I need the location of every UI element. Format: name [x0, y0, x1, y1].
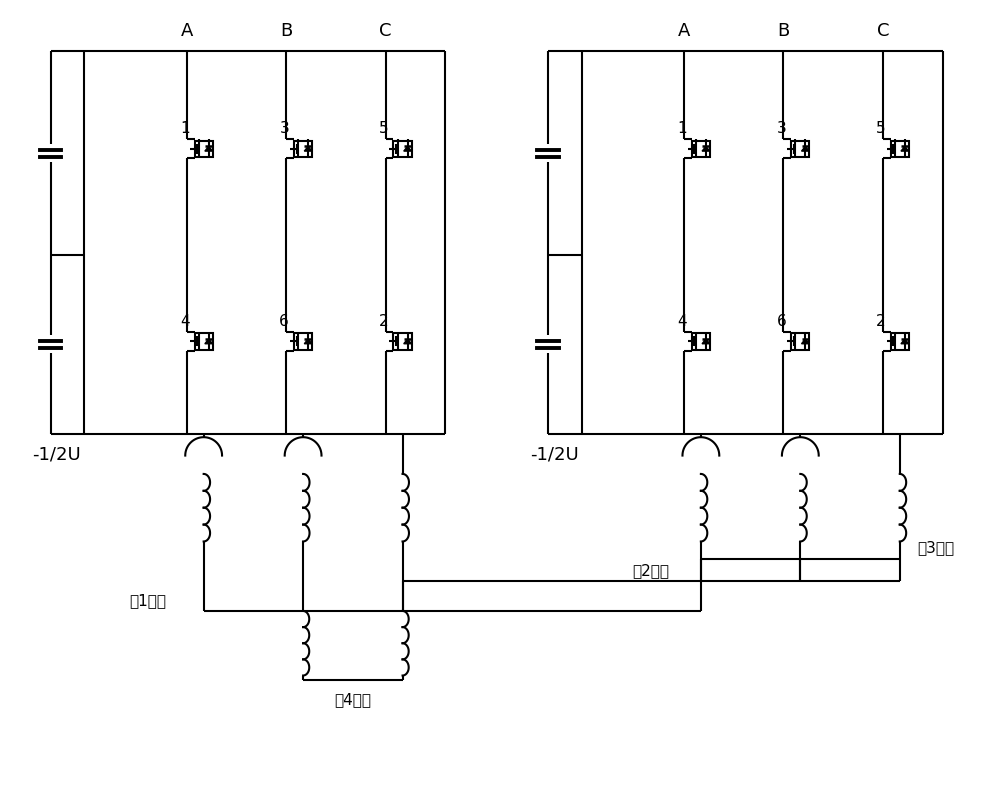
- Text: 第1节点: 第1节点: [129, 593, 166, 608]
- Bar: [692, 140, 710, 157]
- Polygon shape: [893, 149, 895, 151]
- Polygon shape: [802, 147, 809, 151]
- Polygon shape: [197, 149, 199, 151]
- Polygon shape: [304, 339, 312, 344]
- Bar: [294, 140, 312, 157]
- Polygon shape: [304, 147, 312, 151]
- Text: 2: 2: [876, 313, 886, 328]
- Polygon shape: [702, 339, 710, 344]
- Text: 第2节点: 第2节点: [633, 563, 670, 578]
- Text: 3: 3: [279, 121, 289, 136]
- Text: 6: 6: [279, 313, 289, 328]
- Bar: [791, 333, 809, 350]
- Text: B: B: [777, 21, 790, 39]
- Text: 2: 2: [379, 313, 388, 328]
- Bar: [692, 333, 710, 350]
- Polygon shape: [702, 147, 710, 151]
- Polygon shape: [404, 147, 411, 151]
- Text: -1/2U: -1/2U: [530, 446, 579, 464]
- Polygon shape: [205, 147, 213, 151]
- Polygon shape: [297, 342, 298, 344]
- Text: C: C: [877, 21, 889, 39]
- Polygon shape: [396, 149, 398, 151]
- Bar: [891, 140, 909, 157]
- Text: 4: 4: [677, 313, 687, 328]
- Text: 1: 1: [677, 121, 687, 136]
- Text: -1/2U: -1/2U: [33, 446, 81, 464]
- Text: 4: 4: [180, 313, 190, 328]
- Text: 第3节点: 第3节点: [918, 540, 955, 555]
- Polygon shape: [794, 342, 795, 344]
- Bar: [195, 140, 213, 157]
- Bar: [891, 333, 909, 350]
- Polygon shape: [893, 342, 895, 344]
- Text: 5: 5: [379, 121, 388, 136]
- Polygon shape: [197, 342, 199, 344]
- Polygon shape: [901, 147, 909, 151]
- Text: 1: 1: [180, 121, 190, 136]
- Bar: [294, 333, 312, 350]
- Bar: [791, 140, 809, 157]
- Polygon shape: [297, 149, 298, 151]
- Polygon shape: [794, 149, 795, 151]
- Polygon shape: [205, 339, 213, 344]
- Bar: [195, 333, 213, 350]
- Text: C: C: [379, 21, 392, 39]
- Polygon shape: [694, 342, 696, 344]
- Bar: [393, 140, 412, 157]
- Text: A: A: [181, 21, 193, 39]
- Bar: [393, 333, 412, 350]
- Text: 5: 5: [876, 121, 886, 136]
- Text: 第4节点: 第4节点: [334, 693, 371, 708]
- Polygon shape: [802, 339, 809, 344]
- Text: 6: 6: [777, 313, 786, 328]
- Text: B: B: [280, 21, 292, 39]
- Polygon shape: [404, 339, 411, 344]
- Polygon shape: [396, 342, 398, 344]
- Polygon shape: [901, 339, 909, 344]
- Text: 3: 3: [777, 121, 786, 136]
- Text: A: A: [678, 21, 690, 39]
- Polygon shape: [694, 149, 696, 151]
